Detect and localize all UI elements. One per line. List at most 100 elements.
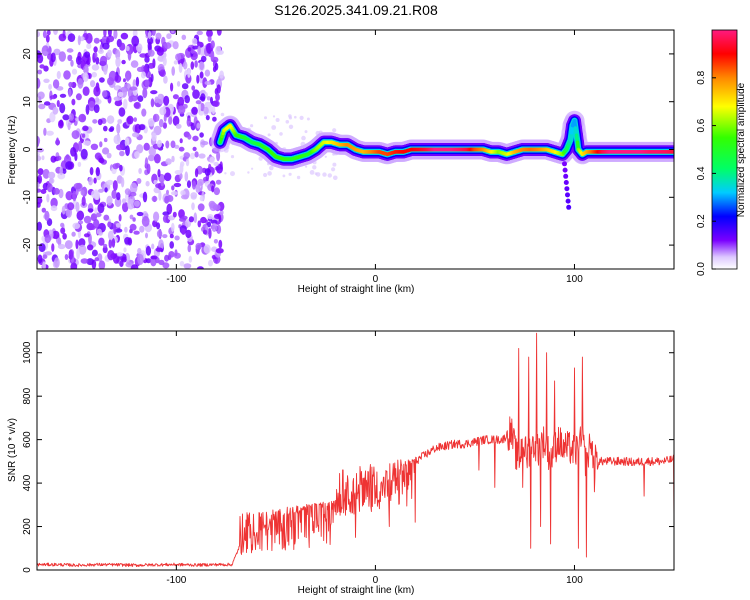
noise-blob [195, 242, 202, 250]
noise-blob [184, 95, 190, 104]
noise-blob [119, 150, 125, 157]
noise-blob [123, 78, 126, 83]
noise-blob [87, 73, 92, 79]
noise-blob [80, 148, 88, 160]
noise-blob [136, 178, 142, 184]
noise-blob [43, 78, 50, 84]
noise-blob [129, 223, 137, 231]
noise-blob [125, 145, 130, 157]
noise-blob [192, 89, 200, 99]
noise-blob [120, 177, 125, 188]
noise-blob [119, 42, 126, 51]
noise-blob [197, 220, 202, 228]
noise-blob [71, 98, 76, 106]
noise-blob [179, 172, 183, 180]
noise-blob [44, 234, 51, 244]
noise-blob [37, 174, 43, 184]
noise-blob [98, 188, 104, 193]
noise-blob [118, 214, 122, 222]
noise-blob [56, 70, 61, 80]
noise-blob [93, 86, 101, 97]
noise-blob [192, 45, 199, 50]
noise-blob [195, 100, 202, 105]
faint-blob [299, 115, 304, 120]
snr-plot: -100 0 100 0 200 400 600 800 1000 Height of str… [7, 330, 675, 596]
noise-blob [136, 66, 144, 72]
noise-blob [37, 168, 44, 176]
faint-blob [324, 155, 327, 158]
noise-blob [75, 201, 80, 213]
noise-blob [59, 166, 63, 176]
noise-blob [191, 106, 198, 115]
noise-blob [162, 262, 170, 269]
noise-blob [184, 171, 189, 182]
noise-blob [107, 221, 112, 228]
noise-blob [158, 119, 164, 128]
noise-blob [132, 30, 138, 38]
noise-blob [212, 204, 221, 211]
ridge-tail [562, 167, 568, 173]
noise-blob [67, 54, 73, 62]
noise-blob [216, 163, 223, 174]
noise-blob [103, 243, 108, 248]
noise-blob [83, 233, 90, 238]
noise-blob [72, 222, 81, 229]
noise-blob [218, 239, 223, 249]
noise-blob [215, 45, 222, 56]
noise-blob [136, 144, 144, 154]
noise-blob [212, 116, 217, 122]
noise-blob [42, 168, 50, 179]
y-tick-label: 0 [22, 567, 33, 573]
noise-blob [163, 95, 170, 106]
noise-blob [215, 179, 222, 185]
noise-blob [82, 72, 89, 82]
noise-blob [46, 30, 51, 36]
noise-blob [134, 151, 140, 159]
noise-blob [58, 51, 66, 62]
y-tick-label: -10 [22, 190, 33, 205]
noise-blob [63, 70, 71, 80]
noise-blob [53, 30, 58, 35]
noise-blob [91, 259, 97, 269]
noise-blob [205, 115, 210, 121]
noise-blob [113, 224, 117, 235]
noise-blob [139, 225, 145, 233]
noise-blob [169, 234, 174, 239]
noise-blob [67, 122, 71, 131]
spectrogram-x-axis-label: Height of straight line (km) [298, 284, 415, 295]
noise-blob [37, 69, 43, 75]
noise-blob [145, 258, 152, 264]
faint-blob [264, 116, 267, 120]
noise-blob [46, 193, 50, 203]
noise-blob [171, 191, 178, 196]
noise-blob [152, 220, 158, 228]
noise-blob [37, 53, 44, 64]
noise-blob [87, 244, 94, 251]
noise-blob [179, 260, 185, 267]
noise-blob [75, 55, 82, 65]
noise-blob [131, 35, 140, 47]
noise-blob [129, 86, 138, 91]
noise-blob [77, 140, 83, 152]
noise-blob [145, 245, 152, 256]
faint-blob [306, 117, 310, 121]
noise-blob [206, 96, 211, 101]
noise-blob [84, 51, 91, 58]
y-tick-label: 400 [22, 474, 33, 491]
noise-blob [114, 85, 120, 91]
noise-blob [42, 30, 47, 39]
noise-blob [180, 161, 185, 168]
noise-blob [70, 147, 77, 157]
noise-blob [153, 211, 160, 222]
noise-blob [65, 161, 73, 170]
colorbar-label: Normalized spectral amplitude [736, 82, 747, 217]
noise-blob [78, 113, 87, 123]
noise-blob [127, 198, 135, 210]
noise-blob [97, 118, 103, 126]
noise-blob [90, 80, 96, 88]
figure-title: S126.2025.341.09.21.R08 [274, 2, 438, 18]
noise-blob [164, 42, 172, 49]
noise-blob [112, 163, 119, 170]
colorbar-tick-label: 0.0 [696, 262, 707, 276]
noise-blob [196, 74, 200, 84]
